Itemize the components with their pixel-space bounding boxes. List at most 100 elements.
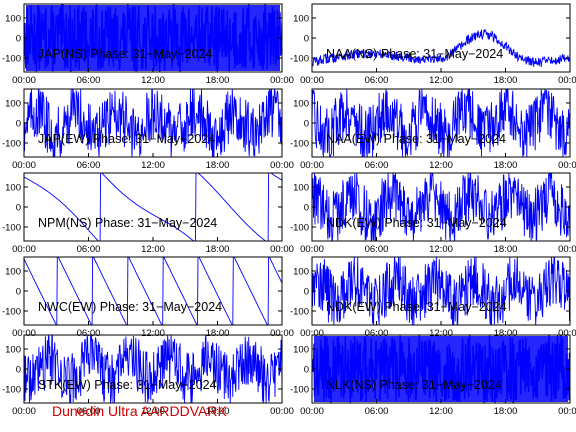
y-tick-label: 100 (5, 345, 21, 356)
y-tick-label: -100 (290, 223, 309, 234)
x-tick-label: 12:00 (141, 75, 165, 86)
x-tick-label: 12:00 (429, 160, 453, 171)
x-tick-label: 00:00 (270, 244, 294, 255)
y-tick-label: 100 (293, 345, 309, 356)
x-tick-label: 00:00 (12, 160, 36, 171)
chart-panel-10: 100 0 -100 00:00 06:00 12:00 18:00 00:00 NLK(NS)… (290, 334, 576, 417)
y-tick-label: 0 (16, 119, 21, 130)
y-tick-label: -100 (2, 54, 21, 65)
y-tick-label: 100 (293, 183, 309, 194)
y-tick-label: 100 (293, 99, 309, 110)
x-tick-label: 00:00 (300, 75, 324, 86)
y-tick-label: 0 (16, 287, 21, 298)
y-tick-label: 0 (304, 287, 309, 298)
footer-label: Dunedin Ultra AARDDVARK (52, 403, 227, 419)
x-tick-label: 00:00 (270, 328, 294, 339)
y-tick-label: 100 (293, 14, 309, 25)
chart-title: NDK(EW) Phase: 31−May−2024 (326, 300, 507, 314)
x-tick-label: 06:00 (365, 406, 389, 417)
chart-panel-4: 100 0 -100 00:00 06:00 12:00 18:00 00:00 NAA(EW)… (290, 88, 576, 171)
y-tick-label: -100 (2, 307, 21, 318)
chart-panel-7: 100 0 -100 00:00 06:00 12:00 18:00 00:00 NWC(EW)… (2, 256, 294, 339)
x-tick-label: 18:00 (494, 75, 518, 86)
x-tick-label: 12:00 (429, 75, 453, 86)
x-tick-label: 00:00 (558, 328, 576, 339)
chart-title: NWC(EW) Phase: 31−May−2024 (38, 300, 222, 314)
y-tick-label: -100 (2, 223, 21, 234)
x-tick-label: 12:00 (141, 244, 165, 255)
x-tick-label: 12:00 (141, 160, 165, 171)
x-tick-label: 12:00 (141, 328, 165, 339)
y-tick-label: -100 (2, 139, 21, 150)
x-tick-label: 00:00 (300, 328, 324, 339)
dense-trace-fill (26, 5, 280, 71)
y-tick-label: 0 (16, 203, 21, 214)
x-tick-label: 06:00 (77, 328, 101, 339)
series-line (312, 257, 570, 325)
x-tick-label: 06:00 (365, 75, 389, 86)
y-tick-label: -100 (290, 139, 309, 150)
chart-panel-2: 100 0 -100 00:00 06:00 12:00 18:00 00:00 NAA(NS)… (290, 3, 576, 86)
series-line (312, 173, 570, 241)
x-tick-label: 12:00 (141, 406, 165, 417)
y-tick-label: 0 (16, 34, 21, 45)
x-tick-label: 06:00 (365, 160, 389, 171)
series-line (24, 335, 282, 403)
x-tick-label: 00:00 (558, 160, 576, 171)
y-tick-label: 0 (304, 365, 309, 376)
x-tick-label: 18:00 (206, 75, 230, 86)
x-tick-label: 00:00 (300, 406, 324, 417)
x-tick-label: 00:00 (300, 160, 324, 171)
x-tick-label: 06:00 (365, 244, 389, 255)
x-tick-label: 00:00 (270, 406, 294, 417)
x-tick-label: 00:00 (558, 244, 576, 255)
x-tick-label: 00:00 (270, 160, 294, 171)
x-tick-label: 00:00 (558, 406, 576, 417)
y-tick-label: -100 (2, 385, 21, 396)
y-tick-label: -100 (290, 307, 309, 318)
y-tick-label: 100 (5, 267, 21, 278)
chart-panel-5: 100 0 -100 00:00 06:00 12:00 18:00 00:00 NPM(NS)… (2, 172, 294, 255)
x-tick-label: 18:00 (494, 160, 518, 171)
chart-panel-6: 100 0 -100 00:00 06:00 12:00 18:00 00:00 NDK(EW)… (290, 172, 576, 255)
y-tick-label: 100 (5, 14, 21, 25)
x-tick-label: 00:00 (270, 75, 294, 86)
chart-title: NAA(NS) Phase: 31−May−2024 (326, 47, 503, 61)
chart-title: STK(EW) Phase: 31−May−2024 (38, 378, 217, 392)
x-tick-label: 06:00 (77, 75, 101, 86)
chart-panel-3: 100 0 -100 00:00 06:00 12:00 18:00 00:00 JAP(EW)… (2, 88, 294, 171)
y-tick-label: 100 (293, 267, 309, 278)
x-tick-label: 06:00 (77, 244, 101, 255)
x-tick-label: 00:00 (300, 244, 324, 255)
x-tick-label: 00:00 (12, 406, 36, 417)
chart-title: NPM(NS) Phase: 31−May−2024 (38, 216, 217, 230)
chart-panel-9: 100 0 -100 00:00 06:00 12:00 18:00 00:00 STK(EW)… (2, 334, 294, 417)
chart-panel-8: 100 0 -100 00:00 06:00 12:00 18:00 00:00 NDK(EW)… (290, 256, 576, 339)
series-line (312, 89, 570, 157)
y-tick-label: 100 (5, 99, 21, 110)
y-tick-label: 100 (5, 183, 21, 194)
chart-title: NLK(NS) Phase: 31−May−2024 (326, 378, 502, 392)
x-tick-label: 00:00 (12, 328, 36, 339)
series-line (24, 173, 282, 241)
series-line (24, 257, 282, 325)
chart-title: NDK(EW) Phase: 31−May−2024 (326, 216, 507, 230)
x-tick-label: 18:00 (206, 406, 230, 417)
x-tick-label: 18:00 (494, 406, 518, 417)
y-tick-label: -100 (290, 54, 309, 65)
series-line (312, 28, 570, 68)
chart-title: JAP(NS) Phase: 31−May−2024 (38, 47, 212, 61)
x-tick-label: 12:00 (429, 244, 453, 255)
x-tick-label: 00:00 (12, 244, 36, 255)
y-tick-label: 0 (304, 119, 309, 130)
x-tick-label: 06:00 (77, 406, 101, 417)
y-tick-label: 0 (16, 365, 21, 376)
plot-frame (23, 172, 283, 242)
x-tick-label: 12:00 (429, 328, 453, 339)
x-tick-label: 18:00 (206, 328, 230, 339)
x-tick-label: 18:00 (206, 244, 230, 255)
y-tick-label: 0 (304, 203, 309, 214)
chart-title: NAA(EW) Phase: 31−May−2024 (326, 132, 506, 146)
series-line (24, 89, 282, 157)
